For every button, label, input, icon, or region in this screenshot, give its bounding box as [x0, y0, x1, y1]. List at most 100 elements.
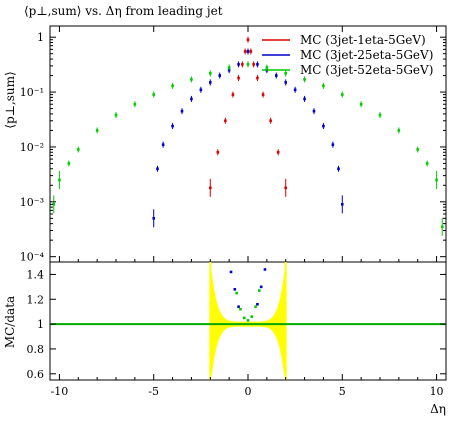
- series-point: [284, 186, 288, 190]
- series-point: [378, 113, 382, 117]
- ratio-band-edge-right: [284, 262, 287, 380]
- series-point: [114, 113, 118, 117]
- series-2: [52, 61, 444, 236]
- series-point: [284, 71, 288, 75]
- series-point: [58, 178, 61, 182]
- ratio-point: [258, 289, 261, 292]
- series-point: [312, 109, 316, 113]
- series-0: [208, 36, 288, 197]
- ratio-series-layer: [229, 268, 267, 322]
- series-point: [190, 78, 193, 81]
- y-tick-label-ratio: 1: [37, 318, 44, 331]
- legend-label: MC (3jet-52eta-5GeV): [300, 63, 433, 77]
- series-point: [269, 119, 272, 123]
- series-point: [246, 63, 250, 66]
- top-ylabel: ⟨p⊥,sum⟩: [3, 71, 17, 128]
- series-point: [265, 66, 269, 69]
- y-tick-label-top: 10⁻²: [20, 141, 44, 154]
- series-point: [161, 143, 165, 146]
- ratio-band-layer: [209, 262, 287, 380]
- series-point: [340, 93, 344, 96]
- ratio-point: [263, 268, 267, 271]
- series-point: [208, 71, 212, 75]
- y-tick-label-top: 10⁻¹: [20, 86, 44, 99]
- ratio-point: [237, 305, 240, 309]
- ratio-point: [239, 307, 242, 311]
- series-point: [171, 84, 174, 88]
- series-point: [246, 50, 250, 53]
- series-point: [274, 74, 278, 77]
- series-point: [208, 81, 212, 84]
- series-point: [397, 129, 401, 132]
- series-point: [337, 167, 340, 171]
- ratio-uncertainty-band: [210, 262, 286, 380]
- legend-label: MC (3jet-1eta-5GeV): [300, 33, 426, 47]
- series-point: [152, 93, 156, 96]
- x-tick-label: 0: [245, 385, 252, 398]
- series-point: [303, 97, 306, 101]
- series-point: [425, 162, 429, 165]
- y-tick-label-ratio: 0.8: [27, 343, 45, 356]
- series-point: [237, 63, 240, 66]
- series-point: [359, 102, 363, 106]
- series-point: [416, 148, 420, 151]
- series-point: [435, 178, 438, 182]
- series-point: [293, 88, 297, 92]
- series-point: [52, 203, 56, 206]
- series-point: [276, 150, 280, 154]
- series-point: [440, 225, 444, 229]
- ratio-point: [246, 319, 250, 322]
- series-point: [340, 203, 344, 206]
- series-point: [237, 76, 240, 80]
- series-point: [241, 63, 244, 66]
- ratio-point: [256, 302, 259, 306]
- x-tick-label: 5: [339, 385, 346, 398]
- ratio-point: [229, 270, 233, 274]
- ratio-ylabel: MC/data: [3, 296, 17, 348]
- series-point: [303, 78, 306, 81]
- ratio-point: [250, 315, 254, 318]
- series-point: [261, 93, 265, 96]
- series-point: [227, 66, 231, 69]
- x-tick-label: 10: [430, 385, 444, 398]
- top-series-layer: [52, 36, 444, 236]
- ratio-point: [254, 305, 257, 309]
- series-point: [284, 81, 288, 84]
- series-point: [331, 143, 335, 146]
- ratio-point: [235, 291, 238, 295]
- chart-title: ⟨p⊥,sum⟩ vs. Δη from leading jet: [24, 4, 223, 18]
- series-point: [95, 129, 99, 132]
- series-point: [243, 50, 247, 53]
- ticks-layer: -10 -5 0 5 10 1 10⁻¹ 10⁻² 10⁻³ 10⁻⁴ 1.4 1.2 1 0.8 0.6: [20, 26, 446, 398]
- series-point: [252, 63, 255, 66]
- series-point: [246, 38, 250, 42]
- series-point: [322, 84, 325, 88]
- series-point: [322, 124, 325, 128]
- series-point: [180, 109, 184, 113]
- series-point: [231, 93, 235, 96]
- series-point: [208, 186, 212, 190]
- ratio-point: [259, 285, 263, 289]
- series-point: [171, 124, 174, 128]
- series-point: [76, 148, 80, 151]
- series-point: [190, 97, 193, 101]
- series-point: [156, 167, 159, 171]
- series-point: [256, 63, 259, 66]
- ratio-point: [242, 316, 246, 320]
- legend: MC (3jet-1eta-5GeV)MC (3jet-25eta-5GeV)M…: [262, 33, 433, 77]
- y-tick-label-top: 1: [37, 31, 44, 44]
- x-tick-label: -10: [51, 385, 69, 398]
- x-tick-label: -5: [148, 385, 159, 398]
- ratio-band-edge-left: [209, 262, 212, 380]
- legend-label: MC (3jet-25eta-5GeV): [300, 48, 433, 62]
- series-point: [218, 74, 222, 77]
- series-point: [224, 119, 227, 123]
- x-axis-label: Δη: [430, 402, 446, 416]
- series-point: [152, 217, 156, 220]
- series-point: [256, 76, 259, 80]
- series-point: [249, 50, 253, 53]
- y-tick-label-ratio: 0.6: [27, 368, 45, 381]
- y-tick-label-top: 10⁻⁴: [20, 251, 45, 264]
